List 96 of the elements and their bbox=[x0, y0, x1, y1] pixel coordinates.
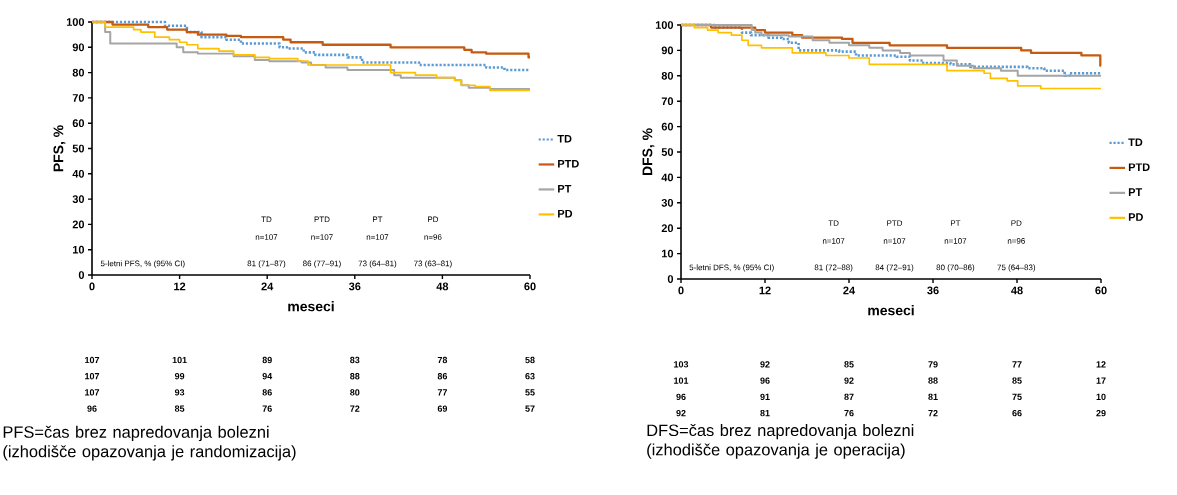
y-tick-label: 100 bbox=[66, 18, 85, 26]
text: 107 bbox=[85, 389, 100, 396]
text: 76 bbox=[262, 405, 272, 412]
text: 89 bbox=[262, 356, 272, 364]
text: 72 bbox=[928, 409, 938, 417]
text: 55 bbox=[525, 389, 535, 396]
text: 81 bbox=[760, 409, 770, 417]
y-tick-label: 100 bbox=[655, 21, 674, 29]
x-tick-label: 12 bbox=[174, 282, 186, 291]
text: 85 bbox=[174, 405, 185, 412]
text: 107 bbox=[85, 373, 100, 380]
text: 75 bbox=[1012, 393, 1022, 400]
y-axis-title: PFS, % bbox=[53, 125, 66, 172]
text: 93 bbox=[174, 389, 185, 396]
text: 91 bbox=[760, 393, 770, 401]
y-tick-label: 30 bbox=[72, 195, 85, 203]
y-tick-label: 80 bbox=[72, 68, 85, 77]
text: 94 bbox=[262, 373, 273, 380]
y-tick-label: 10 bbox=[662, 249, 674, 258]
text: 63 bbox=[525, 373, 535, 380]
y-tick-label: 90 bbox=[661, 46, 674, 55]
text: 92 bbox=[844, 377, 854, 384]
y-tick-label: 40 bbox=[661, 173, 674, 182]
text: 101 bbox=[172, 356, 187, 364]
text: 76 bbox=[844, 409, 854, 417]
text: 107 bbox=[85, 356, 100, 364]
text: 103 bbox=[674, 361, 689, 368]
y-tick-label: 50 bbox=[72, 144, 85, 153]
text: 86 bbox=[262, 389, 272, 396]
y-tick-label: 20 bbox=[661, 224, 674, 233]
legend-label: PD bbox=[1128, 213, 1143, 221]
text: 99 bbox=[174, 373, 185, 380]
text: 96 bbox=[676, 393, 686, 401]
text: 81 bbox=[928, 393, 938, 401]
legend-label: PTD bbox=[1128, 163, 1150, 171]
text: 77 bbox=[1012, 361, 1022, 368]
x-tick-label: 0 bbox=[678, 286, 684, 295]
text: 88 bbox=[928, 377, 938, 384]
text: 85 bbox=[844, 361, 854, 368]
y-tick-label: 10 bbox=[72, 245, 85, 254]
text: 79 bbox=[928, 361, 938, 368]
text: 57 bbox=[525, 405, 535, 412]
text: 92 bbox=[676, 409, 686, 417]
legend-label: PT bbox=[558, 184, 572, 193]
text: 10 bbox=[1096, 393, 1106, 401]
text: 78 bbox=[437, 356, 448, 364]
text: 86 bbox=[437, 373, 448, 380]
y-tick-label: 50 bbox=[661, 148, 674, 156]
x-tick-label: 48 bbox=[436, 282, 449, 291]
x-tick-label: 12 bbox=[759, 286, 771, 295]
x-tick-label: 60 bbox=[1095, 286, 1107, 295]
text: 101 bbox=[674, 377, 689, 384]
x-axis-title: meseci bbox=[868, 305, 914, 316]
y-tick-label: 90 bbox=[72, 43, 85, 52]
y-axis-title: DFS, % bbox=[642, 128, 655, 176]
legend-label: PTD bbox=[558, 159, 579, 168]
text: DFS=čas brez napredovanja bolezni (izhodišče opazovanja je operacija) bbox=[647, 423, 914, 459]
text: 87 bbox=[844, 393, 854, 401]
y-tick-label: 80 bbox=[661, 71, 674, 80]
text: 69 bbox=[437, 405, 448, 412]
text: 29 bbox=[1096, 409, 1106, 417]
text: 17 bbox=[1096, 377, 1106, 384]
x-axis-title: meseci bbox=[288, 301, 334, 312]
y-tick-label: 70 bbox=[661, 97, 674, 106]
legend-label: PD bbox=[558, 209, 573, 218]
legend-label: PT bbox=[1128, 188, 1143, 196]
text: 12 bbox=[1096, 361, 1106, 368]
x-tick-label: 24 bbox=[843, 286, 856, 295]
x-tick-label: 24 bbox=[261, 282, 274, 291]
x-tick-label: 60 bbox=[524, 282, 536, 291]
y-tick-label: 60 bbox=[661, 122, 674, 131]
x-tick-label: 48 bbox=[1011, 286, 1023, 295]
text: PFS=čas brez napredovanja bolezni (izhodišče opazovanja je randomizacija) bbox=[3, 425, 296, 461]
text: 92 bbox=[760, 361, 770, 368]
text: 77 bbox=[437, 389, 447, 396]
text: 96 bbox=[87, 405, 97, 412]
legend-label: TD bbox=[557, 134, 572, 143]
text: 66 bbox=[1012, 409, 1022, 417]
text: 72 bbox=[350, 405, 360, 412]
text: 58 bbox=[525, 356, 535, 364]
legend-label: TD bbox=[1128, 138, 1143, 146]
text: 83 bbox=[350, 356, 360, 364]
text: 88 bbox=[350, 373, 360, 380]
x-tick-label: 36 bbox=[348, 282, 361, 291]
text: 96 bbox=[760, 377, 770, 384]
x-tick-label: 36 bbox=[927, 286, 939, 295]
y-tick-label: 0 bbox=[667, 275, 674, 283]
y-tick-label: 40 bbox=[72, 169, 85, 178]
y-tick-label: 60 bbox=[72, 119, 85, 128]
x-tick-label: 0 bbox=[89, 282, 95, 291]
y-tick-label: 30 bbox=[661, 198, 674, 207]
y-tick-label: 0 bbox=[78, 271, 85, 279]
text: 80 bbox=[350, 389, 360, 396]
text: 85 bbox=[1012, 377, 1022, 384]
y-tick-label: 20 bbox=[72, 220, 85, 229]
y-tick-label: 70 bbox=[72, 94, 85, 102]
